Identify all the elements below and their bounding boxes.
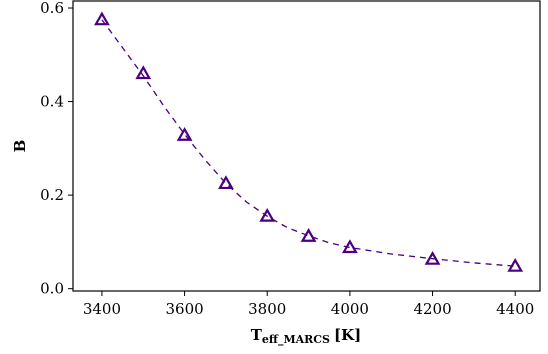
- y-axis-label: B: [11, 140, 29, 153]
- data-point-triangle: [94, 11, 110, 26]
- data-point-triangle: [424, 250, 441, 265]
- fit-curve-dashed: [101, 19, 516, 267]
- y-tick-label: 0.6: [40, 0, 64, 17]
- x-tick-label: 4000: [331, 300, 369, 318]
- x-axis-label-unit: [K]: [334, 326, 361, 344]
- data-point-triangle: [176, 127, 193, 141]
- plot-area: [94, 11, 524, 272]
- axes: 3400 3600 3800 4000 4200 4400 0.0 0.2 0.4 0.6: [40, 0, 534, 318]
- data-point-triangle: [507, 257, 524, 272]
- data-point-triangle: [135, 65, 152, 80]
- y-tick-label: 0.2: [40, 186, 64, 204]
- x-tick-label: 4400: [496, 300, 534, 318]
- x-axis-label-subscript: eff_MARCS: [262, 333, 330, 347]
- data-point-triangle: [259, 207, 276, 222]
- data-point-triangle: [300, 228, 317, 242]
- x-axis-label-main: T: [251, 326, 263, 344]
- data-point-triangle: [218, 175, 234, 190]
- x-tick-label: 3600: [165, 300, 203, 318]
- y-tick-label: 0.4: [40, 93, 64, 111]
- plot-frame: [72, 0, 541, 292]
- x-tick-label: 4200: [413, 300, 451, 318]
- y-tick-label: 0.0: [40, 280, 64, 298]
- x-axis-label: Teff_MARCS [K]: [251, 326, 362, 347]
- data-point-triangle: [341, 239, 358, 254]
- x-tick-label: 3800: [248, 300, 286, 318]
- x-tick-label: 3400: [83, 300, 121, 318]
